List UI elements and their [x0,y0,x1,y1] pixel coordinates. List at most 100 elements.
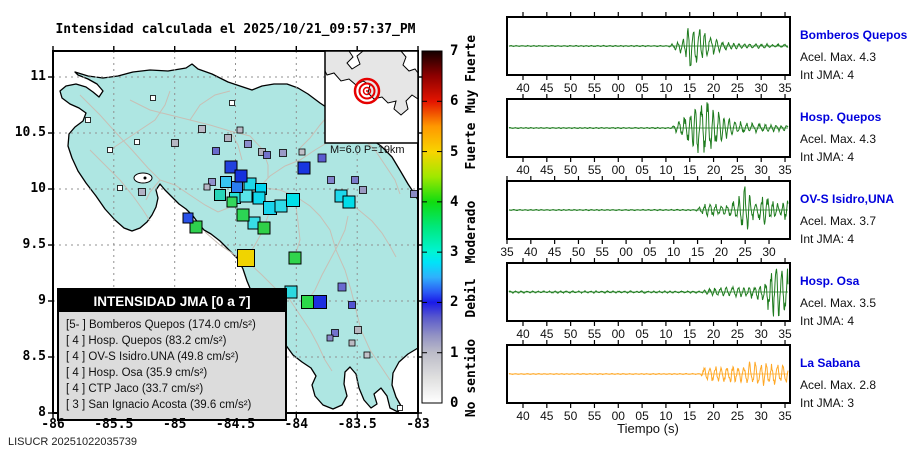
trace-station-name: Bomberos Quepos [800,28,908,42]
seismogram-x-tick-label: 25 [730,409,745,423]
station-intensity-square [257,221,271,235]
trace-int-jma: Int JMA: 3 [800,396,855,410]
legend-title: INTENSIDAD JMA [0 a 7] [59,290,285,312]
seismogram-x-tick-label: 35 [778,163,792,177]
inset-frame [324,50,419,144]
seismogram-x-tick-label: 35 [778,327,792,341]
colorbar-tick-label: 3 [450,244,459,261]
seismogram-x-tick-label: 40 [516,81,530,95]
station-intensity-square [107,147,113,153]
station-intensity-square [85,117,91,123]
seismogram-x-tick-label: 45 [540,163,554,177]
station-intensity-square [117,185,123,191]
station-intensity-square [342,195,356,209]
trace-int-jma: Int JMA: 4 [800,68,855,82]
seismogram-x-tick-label: 30 [754,163,768,177]
trace-acel-max: Acel. Max. 4.3 [800,50,877,64]
seismogram-x-tick-label: 50 [563,81,578,95]
seismogram-x-tick-label: 05 [635,327,649,341]
seismogram-x-tick-label: 10 [659,81,673,95]
legend-entry: [ 4 ] CTP Jaco (33.7 cm/s²) [66,383,204,395]
station-intensity-square [234,169,248,183]
seismogram-x-tick-label: 35 [778,409,792,423]
seismogram-x-tick-label: 25 [730,163,745,177]
seismogram-x-tick-label: 15 [683,327,697,341]
station-intensity-square [150,95,156,101]
map-y-tick-label: 8.5 [22,349,46,364]
station-intensity-square [237,249,255,267]
seismogram-x-tick-label: 35 [778,81,792,95]
seismogram-x-tick-label: 20 [706,409,721,423]
trace-station-name: OV-S Isidro,UNA [800,192,895,206]
seismogram-x-tick-label: 45 [540,81,554,95]
trace-acel-max: Acel. Max. 2.8 [800,378,877,392]
station-intensity-square [244,140,252,148]
station-intensity-square [354,326,362,334]
station-intensity-square [351,176,359,184]
map-y-tick-label: 11 [30,69,46,84]
seismogram-x-tick-label: 15 [683,163,697,177]
seismogram-x-tick-label: 05 [635,81,649,95]
inset-landmass [324,50,419,116]
station-markers [85,95,418,411]
station-intensity-square [203,183,211,191]
map-y-tick-label: 9 [38,293,46,308]
trace-int-jma: Int JMA: 4 [800,150,855,164]
station-intensity-square [224,134,232,142]
seismogram-x-tick-label: 00 [611,409,625,423]
station-intensity-square [138,188,146,196]
estuary [133,172,153,184]
colorbar-tick-label: 6 [450,93,459,110]
intensity-colorbar [421,50,443,404]
legend-entry: [ 4 ] Hosp. Quepos (83.2 cm/s²) [66,335,227,347]
seismogram-x-tick-label: 00 [611,327,625,341]
colorbar-tick-label: 2 [450,294,459,311]
seismogram-x-tick-label: 20 [706,81,721,95]
seismogram-x-tick-label: 50 [563,409,578,423]
seismogram-x-tick-label: 35 [500,245,514,259]
map-x-tick-label: -83 [406,417,430,432]
intensity-map [48,46,443,418]
map-y-tick-label: 9.5 [22,237,46,252]
legend-entry: [ 4 ] OV-S Isidro.UNA (49.8 cm/s²) [66,351,239,363]
station-intensity-square [286,193,300,207]
seismogram-x-tick-label: 30 [762,245,776,259]
map-x-tick-label: -86 [41,417,65,432]
seismogram-x-tick-label: 45 [547,245,562,259]
station-intensity-square [171,139,179,147]
station-intensity-square [326,334,334,342]
seismogram-x-tick-label: 50 [563,163,578,177]
seismogram-x-tick-label: 20 [706,163,721,177]
seismogram-x-tick-label: 45 [540,409,554,423]
station-intensity-square [252,191,266,205]
station-intensity-square [263,151,271,159]
event-magnitude-depth-label: M=6.0 P=19km [330,144,405,156]
epicenter-target-icon [353,77,381,105]
waveform [508,361,789,386]
legend-entry: [ 3 ] San Ignacio Acosta (39.6 cm/s²) [66,399,252,411]
seismogram-x-tick-label: 30 [754,409,768,423]
waveform [508,102,789,154]
seismogram-trace [506,340,791,408]
seismogram-x-tick-label: 00 [619,245,633,259]
station-intensity-square [198,125,206,133]
seismogram-x-tick-label: 25 [730,81,745,95]
colorbar-label-no-sentido: No sentido [464,338,479,418]
waveform [508,186,789,230]
seismogram-x-tick-label: 15 [683,81,697,95]
seismogram-x-tick-label: 20 [714,245,729,259]
colorbar-tick-label: 7 [450,43,459,59]
epicenter-inset-map [324,50,419,144]
seismogram-x-tick-label: 40 [516,327,530,341]
station-intensity-square [226,196,238,208]
seismogram-x-tick-label: 15 [690,245,705,259]
colorbar-tick-label: 1 [450,344,459,361]
trace-station-name: Hosp. Osa [800,274,860,288]
trace-station-name: Hosp. Quepos [800,110,882,124]
seismogram-x-tick-label: 05 [643,245,657,259]
station-intensity-square [134,139,140,145]
seismogram-x-tick-label: 10 [667,245,681,259]
seismogram-x-tick-label: 10 [659,327,673,341]
station-intensity-square [359,186,367,194]
